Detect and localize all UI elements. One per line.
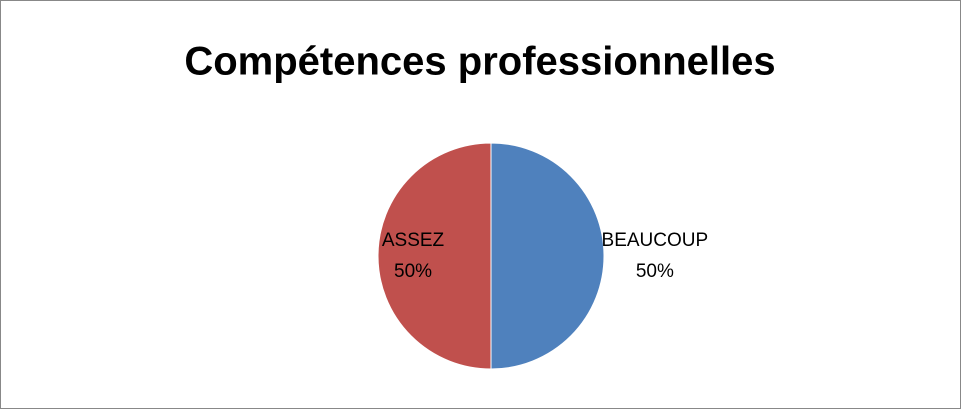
pie-slice bbox=[377, 142, 492, 370]
slice-category-label: BEAUCOUP bbox=[602, 230, 709, 251]
slice-category-label: ASSEZ bbox=[382, 230, 445, 251]
slice-value-label: 50% bbox=[636, 261, 674, 282]
slice-value-label: 50% bbox=[394, 261, 432, 282]
pie-slice bbox=[490, 142, 605, 370]
chart-title: Compétences professionnelles bbox=[184, 40, 775, 84]
